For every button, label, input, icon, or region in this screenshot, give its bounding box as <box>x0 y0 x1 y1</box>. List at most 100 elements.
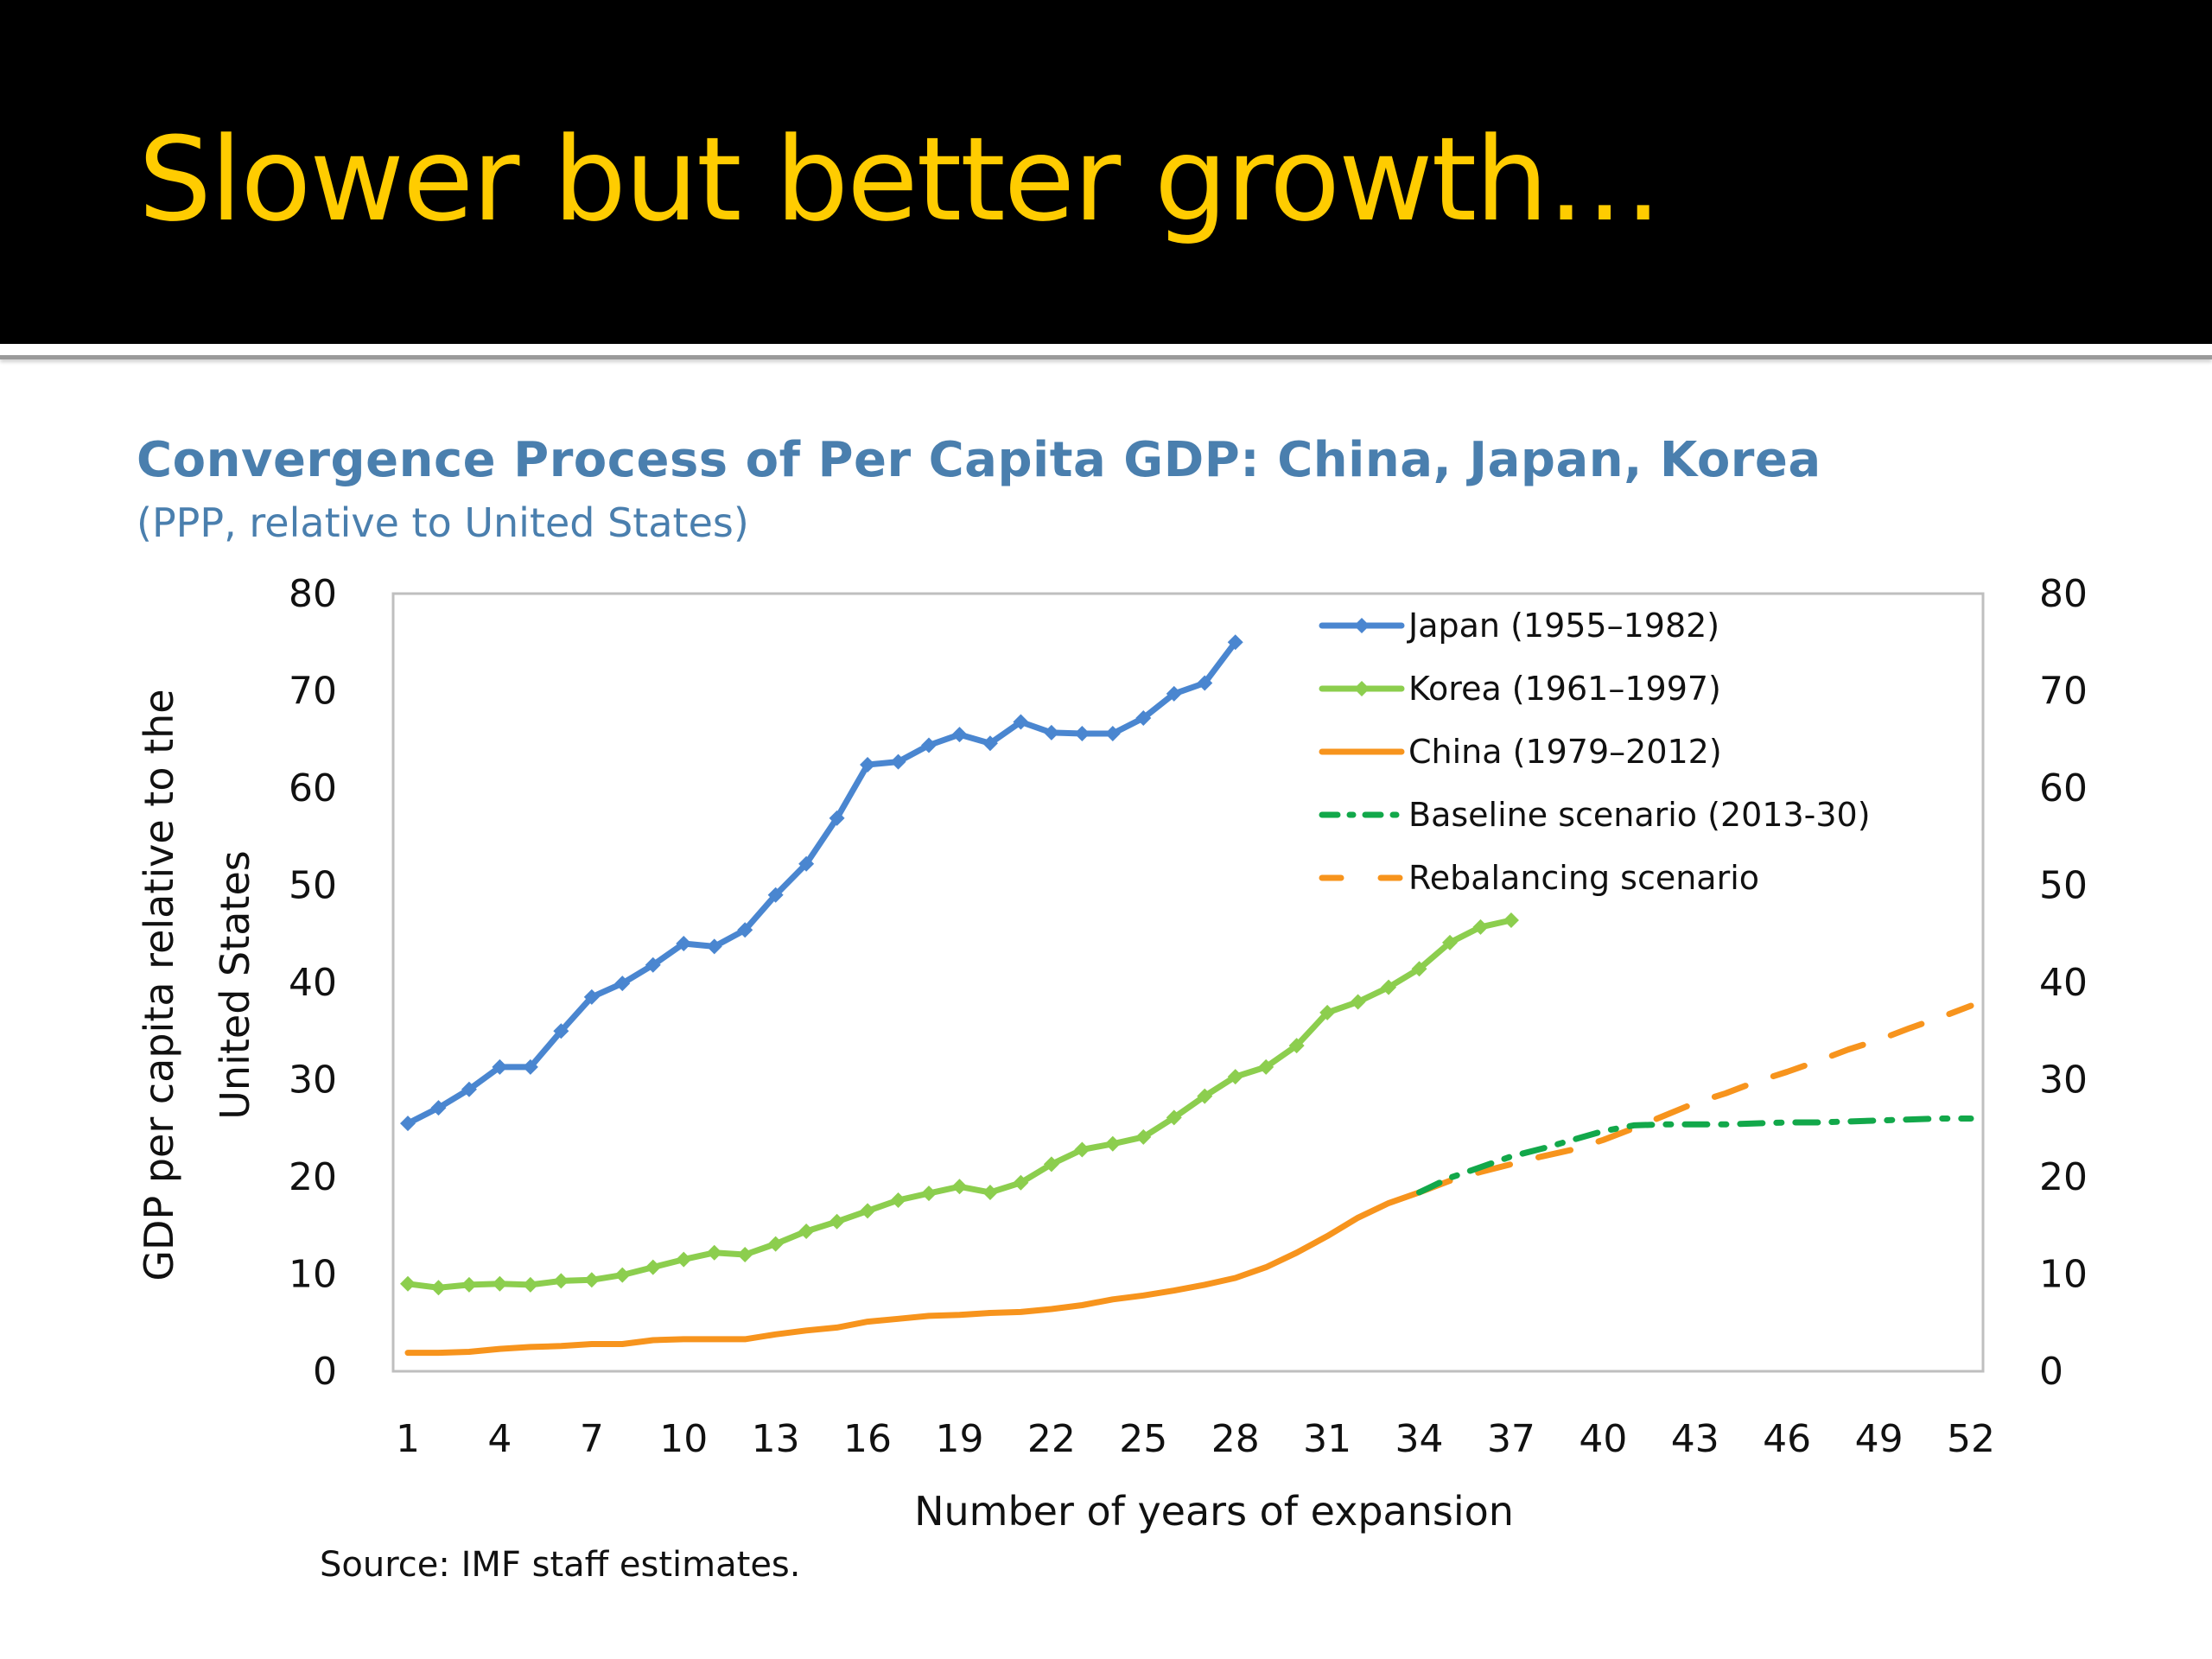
y-axis-left-ticks: 0 10 20 30 40 50 60 70 80 <box>289 572 337 1394</box>
legend-item: Japan (1955–1982) <box>1319 607 1719 645</box>
data-point-marker <box>676 1251 692 1268</box>
legend-item: Rebalancing scenario <box>1319 859 1759 897</box>
y-tick-right-label: 20 <box>2039 1155 2088 1199</box>
data-point-marker <box>1197 675 1213 691</box>
data-point-marker <box>798 855 815 872</box>
legend-label: China (1979–2012) <box>1408 733 1722 771</box>
data-point-marker <box>829 810 845 826</box>
legend-label: Korea (1961–1997) <box>1408 670 1721 708</box>
data-point-marker <box>1411 961 1427 977</box>
x-tick-label: 16 <box>843 1417 892 1461</box>
data-point-marker <box>614 976 631 992</box>
y-tick-left-label: 30 <box>289 1058 337 1103</box>
series-line <box>1416 1116 1974 1196</box>
legend-label: Baseline scenario (2013-30) <box>1408 796 1871 834</box>
data-point-marker <box>1381 979 1397 995</box>
y-tick-right-label: 10 <box>2039 1253 2088 1297</box>
x-tick-label: 52 <box>1947 1417 1995 1461</box>
y-tick-right-label: 50 <box>2039 864 2088 908</box>
x-tick-label: 7 <box>580 1417 604 1461</box>
series-line <box>404 639 1239 1127</box>
data-point-marker <box>982 735 998 752</box>
y-tick-left-label: 10 <box>289 1253 337 1297</box>
data-point-marker <box>522 1058 538 1075</box>
data-point-marker <box>1043 724 1059 741</box>
data-point-marker <box>400 1116 416 1132</box>
data-point-marker <box>1104 726 1121 741</box>
slide-header: Slower but better growth… <box>0 0 2212 344</box>
x-tick-label: 4 <box>487 1417 512 1461</box>
series-rebalancing <box>1416 1002 1974 1196</box>
legend: Japan (1955–1982) Korea (1961–1997) China … <box>1319 607 1871 897</box>
series-baseline <box>1416 1116 1974 1196</box>
data-point-marker <box>860 1203 876 1219</box>
y-tick-left-label: 60 <box>289 766 337 810</box>
data-point-marker <box>706 938 722 955</box>
x-tick-label: 46 <box>1763 1417 1811 1461</box>
data-point-marker <box>553 1023 569 1039</box>
data-point-marker <box>1197 1088 1213 1104</box>
data-point-marker <box>1227 1069 1243 1085</box>
data-point-marker <box>982 1185 998 1200</box>
series-line <box>1416 1002 1974 1196</box>
data-point-marker <box>1319 1004 1336 1020</box>
data-point-marker <box>430 1100 447 1116</box>
data-point-marker <box>890 753 906 770</box>
legend-item: China (1979–2012) <box>1319 733 1722 771</box>
slide-title: Slower but better growth… <box>138 112 1662 247</box>
x-tick-label: 34 <box>1395 1417 1444 1461</box>
y-tick-left-label: 0 <box>313 1350 337 1394</box>
x-tick-label: 10 <box>659 1417 708 1461</box>
chart-subtitle: (PPP, relative to United States) <box>137 499 749 546</box>
y-tick-right-label: 60 <box>2039 766 2088 810</box>
data-point-marker <box>1104 1135 1121 1152</box>
data-point-marker <box>921 1185 937 1202</box>
data-point-marker <box>1013 1174 1029 1191</box>
data-point-marker <box>1288 1038 1305 1054</box>
data-point-marker <box>461 1276 477 1293</box>
data-point-marker <box>829 1213 845 1230</box>
y-axis-label-line1: GDP per capita relative to the <box>136 689 182 1281</box>
data-point-marker <box>737 922 753 938</box>
y-axis-label-line2: United States <box>212 850 258 1120</box>
data-point-marker <box>1074 726 1090 741</box>
source-note: Source: IMF staff estimates. <box>320 1545 801 1585</box>
data-point-marker <box>645 957 661 973</box>
data-point-marker <box>676 936 692 951</box>
data-point-marker <box>1350 994 1366 1010</box>
legend-label: Japan (1955–1982) <box>1407 607 1719 645</box>
data-point-marker <box>1472 918 1489 935</box>
data-point-marker <box>737 1247 753 1262</box>
x-tick-label: 31 <box>1303 1417 1351 1461</box>
x-tick-label: 1 <box>396 1417 420 1461</box>
data-point-marker <box>583 988 600 1005</box>
data-point-marker <box>1166 685 1182 702</box>
data-point-marker <box>767 1236 784 1252</box>
legend-marker <box>1354 681 1370 696</box>
data-point-marker <box>767 887 784 903</box>
y-tick-left-label: 70 <box>289 670 337 714</box>
series-japan <box>400 634 1243 1132</box>
data-point-marker <box>1074 1141 1090 1158</box>
x-tick-label: 49 <box>1855 1417 1904 1461</box>
data-point-marker <box>430 1280 447 1296</box>
data-point-marker <box>461 1081 477 1097</box>
x-tick-label: 13 <box>752 1417 800 1461</box>
series-layer <box>400 634 1974 1357</box>
y-axis-right-ticks: 0 10 20 30 40 50 60 70 80 <box>2039 572 2088 1394</box>
legend-item: Baseline scenario (2013-30) <box>1319 796 1871 834</box>
x-tick-label: 37 <box>1487 1417 1535 1461</box>
x-axis-label: Number of years of expansion <box>914 1488 1514 1535</box>
series-korea <box>400 912 1519 1296</box>
data-point-marker <box>1258 1058 1274 1075</box>
y-tick-right-label: 80 <box>2039 572 2088 616</box>
header-divider-gray <box>0 355 2212 359</box>
series-china <box>404 1189 1422 1357</box>
legend-label: Rebalancing scenario <box>1408 859 1759 897</box>
x-axis-ticks: 1 4 7 10 13 16 19 22 25 28 31 34 37 40 43 46 49 52 <box>396 1417 1995 1461</box>
legend-item: Korea (1961–1997) <box>1319 670 1721 708</box>
data-point-marker <box>583 1272 600 1288</box>
x-tick-label: 43 <box>1671 1417 1719 1461</box>
data-point-marker <box>1013 714 1029 730</box>
